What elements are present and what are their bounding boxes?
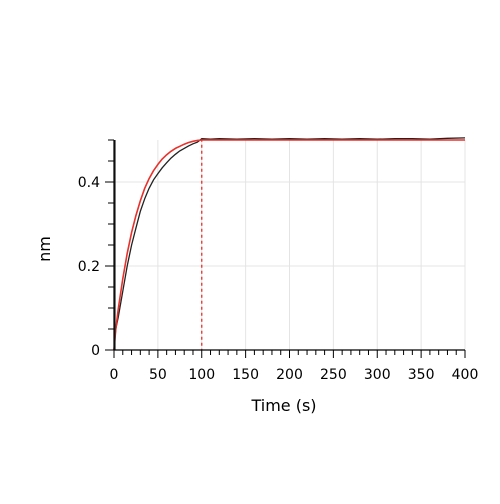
grid (114, 140, 466, 350)
y-tick-label: 0 (91, 343, 100, 359)
x-tick-label: 0 (110, 367, 119, 383)
x-axis-label: Time (s) (250, 396, 316, 415)
series-layer (113, 137, 466, 351)
x-tick-label: 350 (408, 367, 435, 383)
x-tick-label: 50 (149, 367, 167, 383)
x-tick-label: 300 (364, 367, 391, 383)
fit-curve (113, 139, 465, 351)
x-tick-label: 150 (232, 367, 259, 383)
y-tick-label: 0.4 (78, 175, 100, 191)
ticks: 0 50 100 150 200 250 300 350 400 0 0.2 0.4 (78, 139, 479, 383)
measured-curve (113, 137, 466, 351)
x-tick-label: 100 (188, 367, 215, 383)
y-tick-label: 0.2 (78, 259, 100, 275)
x-tick-label: 250 (320, 367, 347, 383)
x-tick-label: 400 (452, 367, 479, 383)
y-axis-label: nm (35, 236, 54, 262)
x-tick-label: 200 (276, 367, 303, 383)
